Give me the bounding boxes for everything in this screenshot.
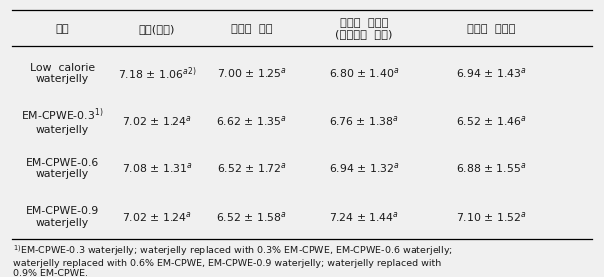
Text: 7.24 ± 1.44$^{a}$: 7.24 ± 1.44$^{a}$: [329, 210, 399, 224]
Text: EM-CPWE-0.6
waterjelly: EM-CPWE-0.6 waterjelly: [25, 158, 99, 179]
Text: 6.94 ± 1.43$^{a}$: 6.94 ± 1.43$^{a}$: [456, 66, 527, 80]
Text: 6.62 ± 1.35$^{a}$: 6.62 ± 1.35$^{a}$: [216, 114, 287, 128]
Text: $^{1)}$EM-CPWE-0.3 waterjelly; waterjelly replaced with 0.3% EM-CPWE, EM-CPWE-0.: $^{1)}$EM-CPWE-0.3 waterjelly; waterjell…: [13, 243, 453, 258]
Text: 7.02 ± 1.24$^{a}$: 7.02 ± 1.24$^{a}$: [122, 210, 192, 224]
Text: 전반적  기호도: 전반적 기호도: [467, 24, 516, 34]
Text: 6.52 ± 1.58$^{a}$: 6.52 ± 1.58$^{a}$: [216, 210, 287, 224]
Text: EM-CPWE-0.3$^{1)}$
waterjelly: EM-CPWE-0.3$^{1)}$ waterjelly: [21, 107, 103, 135]
Text: 7.02 ± 1.24$^{a}$: 7.02 ± 1.24$^{a}$: [122, 114, 192, 128]
Text: 전반적  조직감
(부드러운  정도): 전반적 조직감 (부드러운 정도): [335, 18, 393, 39]
Text: 7.00 ± 1.25$^{a}$: 7.00 ± 1.25$^{a}$: [217, 66, 287, 80]
Text: 6.52 ± 1.72$^{a}$: 6.52 ± 1.72$^{a}$: [217, 161, 287, 175]
Text: EM-CPWE-0.9
waterjelly: EM-CPWE-0.9 waterjelly: [25, 206, 99, 228]
Text: 시료: 시료: [56, 24, 69, 34]
Text: 7.10 ± 1.52$^{a}$: 7.10 ± 1.52$^{a}$: [456, 210, 527, 224]
Text: 외관(색상): 외관(색상): [139, 24, 175, 34]
Text: 6.94 ± 1.32$^{a}$: 6.94 ± 1.32$^{a}$: [329, 161, 399, 175]
Text: 7.08 ± 1.31$^{a}$: 7.08 ± 1.31$^{a}$: [121, 161, 192, 175]
Text: 6.80 ± 1.40$^{a}$: 6.80 ± 1.40$^{a}$: [329, 66, 399, 80]
Text: 6.76 ± 1.38$^{a}$: 6.76 ± 1.38$^{a}$: [329, 114, 399, 128]
Text: waterjelly replaced with 0.6% EM-CPWE, EM-CPWE-0.9 waterjelly; waterjelly replac: waterjelly replaced with 0.6% EM-CPWE, E…: [13, 259, 442, 268]
Text: 6.52 ± 1.46$^{a}$: 6.52 ± 1.46$^{a}$: [456, 114, 527, 128]
Text: 7.18 ± 1.06$^{a2)}$: 7.18 ± 1.06$^{a2)}$: [118, 65, 196, 82]
Text: 전반적  향미: 전반적 향미: [231, 24, 272, 34]
Text: 0.9% EM-CPWE.: 0.9% EM-CPWE.: [13, 269, 88, 277]
Text: 6.88 ± 1.55$^{a}$: 6.88 ± 1.55$^{a}$: [456, 161, 527, 175]
Text: Low  calorie
waterjelly: Low calorie waterjelly: [30, 63, 95, 84]
